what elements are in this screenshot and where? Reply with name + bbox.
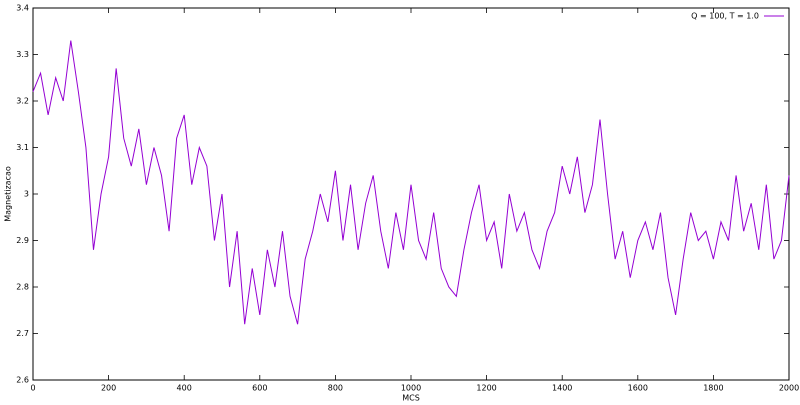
x-tick-label: 2000 [779,384,799,393]
x-tick-label: 1000 [401,384,421,393]
y-axis-label: Magnetizacao [4,166,13,222]
y-tick-label: 3 [24,190,29,199]
y-tick-label: 3.4 [16,4,29,13]
data-line [32,40,790,325]
y-tick-label: 2.7 [16,329,29,338]
y-tick-label: 3.2 [16,97,29,106]
y-tick-label: 2.8 [16,283,29,292]
x-tick-label: 600 [252,384,267,393]
x-tick-label: 400 [177,384,192,393]
x-tick-label: 800 [328,384,343,393]
legend-label: Q = 100, T = 1.0 [691,12,759,21]
x-tick-label: 0 [30,384,35,393]
y-tick-label: 3.3 [16,50,29,59]
y-tick-label: 3.1 [16,143,29,152]
plot-border [32,7,790,381]
y-tick-label: 2.9 [16,236,29,245]
x-axis-label: MCS [402,394,420,403]
x-tick-label: 1800 [703,384,723,393]
y-tick-label: 2.6 [16,376,29,385]
x-tick-label: 200 [101,384,116,393]
x-tick-label: 1200 [476,384,496,393]
x-tick-label: 1600 [628,384,648,393]
x-tick-label: 1400 [552,384,572,393]
